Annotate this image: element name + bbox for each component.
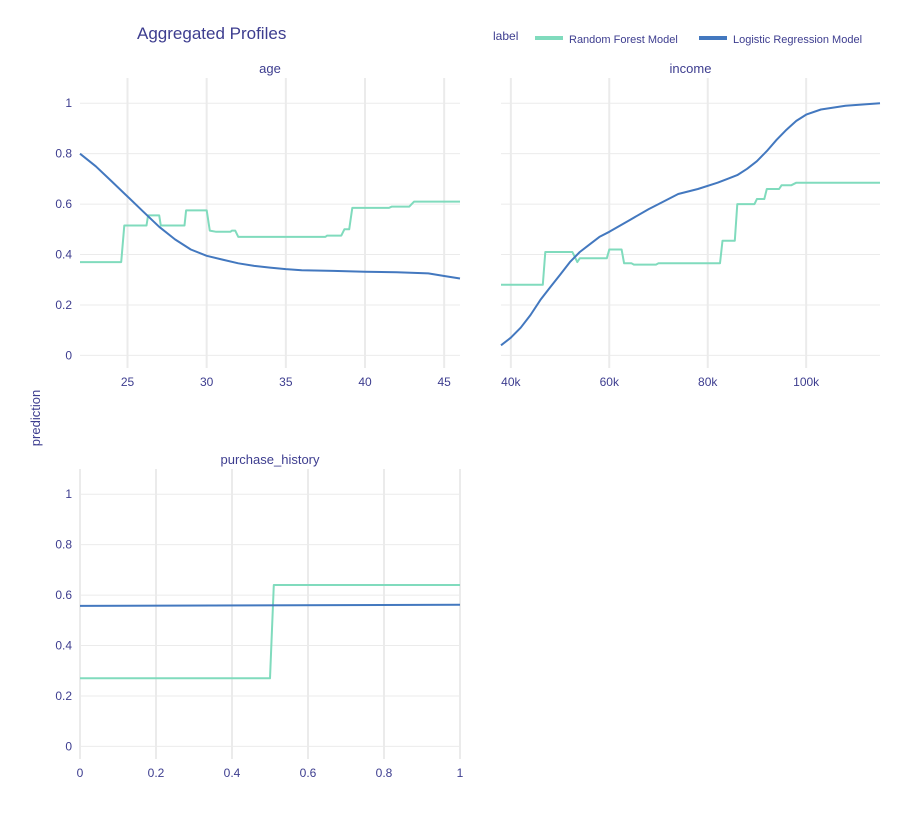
x-tick-label: 45 (437, 375, 451, 389)
legend: label Random Forest Model Logistic Regre… (493, 29, 862, 46)
legend-title: label (493, 29, 518, 43)
panel-age: age 25 30 35 40 45 0 0.2 0.4 0.6 0.8 1 (55, 61, 461, 389)
panel-title: age (259, 61, 281, 76)
panel-income: income 40k 60k 80k 100k (500, 61, 881, 389)
y-tick-label: 0 (65, 348, 72, 362)
x-tick-label: 25 (121, 375, 135, 389)
y-tick-label: 0.4 (55, 639, 72, 653)
y-axis-label: prediction (28, 390, 43, 446)
y-tick-label: 0.8 (55, 538, 72, 552)
series-line-random-forest-model (80, 200, 460, 264)
y-tick-label: 0 (65, 739, 72, 753)
x-tick-label: 30 (200, 375, 214, 389)
x-tick-label: 0 (77, 766, 84, 780)
panel-title: income (670, 61, 712, 76)
x-tick-label: 0.2 (148, 766, 165, 780)
x-tick-label: 35 (279, 375, 293, 389)
panel-purchase-history: purchase_history 0 0.2 0.4 0.6 0.8 1 0 0.2 0.4 0.6… (55, 452, 463, 780)
y-tick-label: 0.2 (55, 298, 72, 312)
x-tick-label: 0.8 (376, 766, 393, 780)
series-line-random-forest-model (80, 584, 460, 680)
x-tick-label: 0.4 (224, 766, 241, 780)
series-line-logistic-regression-model (500, 102, 881, 347)
legend-entry-random-forest: Random Forest Model (569, 34, 678, 46)
y-tick-label: 0.6 (55, 197, 72, 211)
legend-entry-logistic-regression: Logistic Regression Model (733, 34, 862, 46)
x-tick-label: 80k (698, 375, 718, 389)
x-tick-label: 40k (501, 375, 521, 389)
y-tick-label: 1 (65, 96, 72, 110)
series-line-logistic-regression-model (79, 603, 461, 607)
y-tick-label: 0.2 (55, 689, 72, 703)
y-tick-label: 0.4 (55, 248, 72, 262)
panel-title: purchase_history (221, 452, 320, 467)
series-line-random-forest-model (501, 181, 880, 286)
x-tick-label: 0.6 (300, 766, 317, 780)
x-tick-label: 1 (457, 766, 464, 780)
series-line-logistic-regression-model (79, 152, 461, 280)
x-tick-label: 40 (358, 375, 372, 389)
chart-title: Aggregated Profiles (137, 24, 286, 43)
y-tick-label: 0.8 (55, 147, 72, 161)
x-tick-label: 60k (600, 375, 620, 389)
y-tick-label: 0.6 (55, 588, 72, 602)
x-tick-label: 100k (793, 375, 820, 389)
y-tick-label: 1 (65, 487, 72, 501)
